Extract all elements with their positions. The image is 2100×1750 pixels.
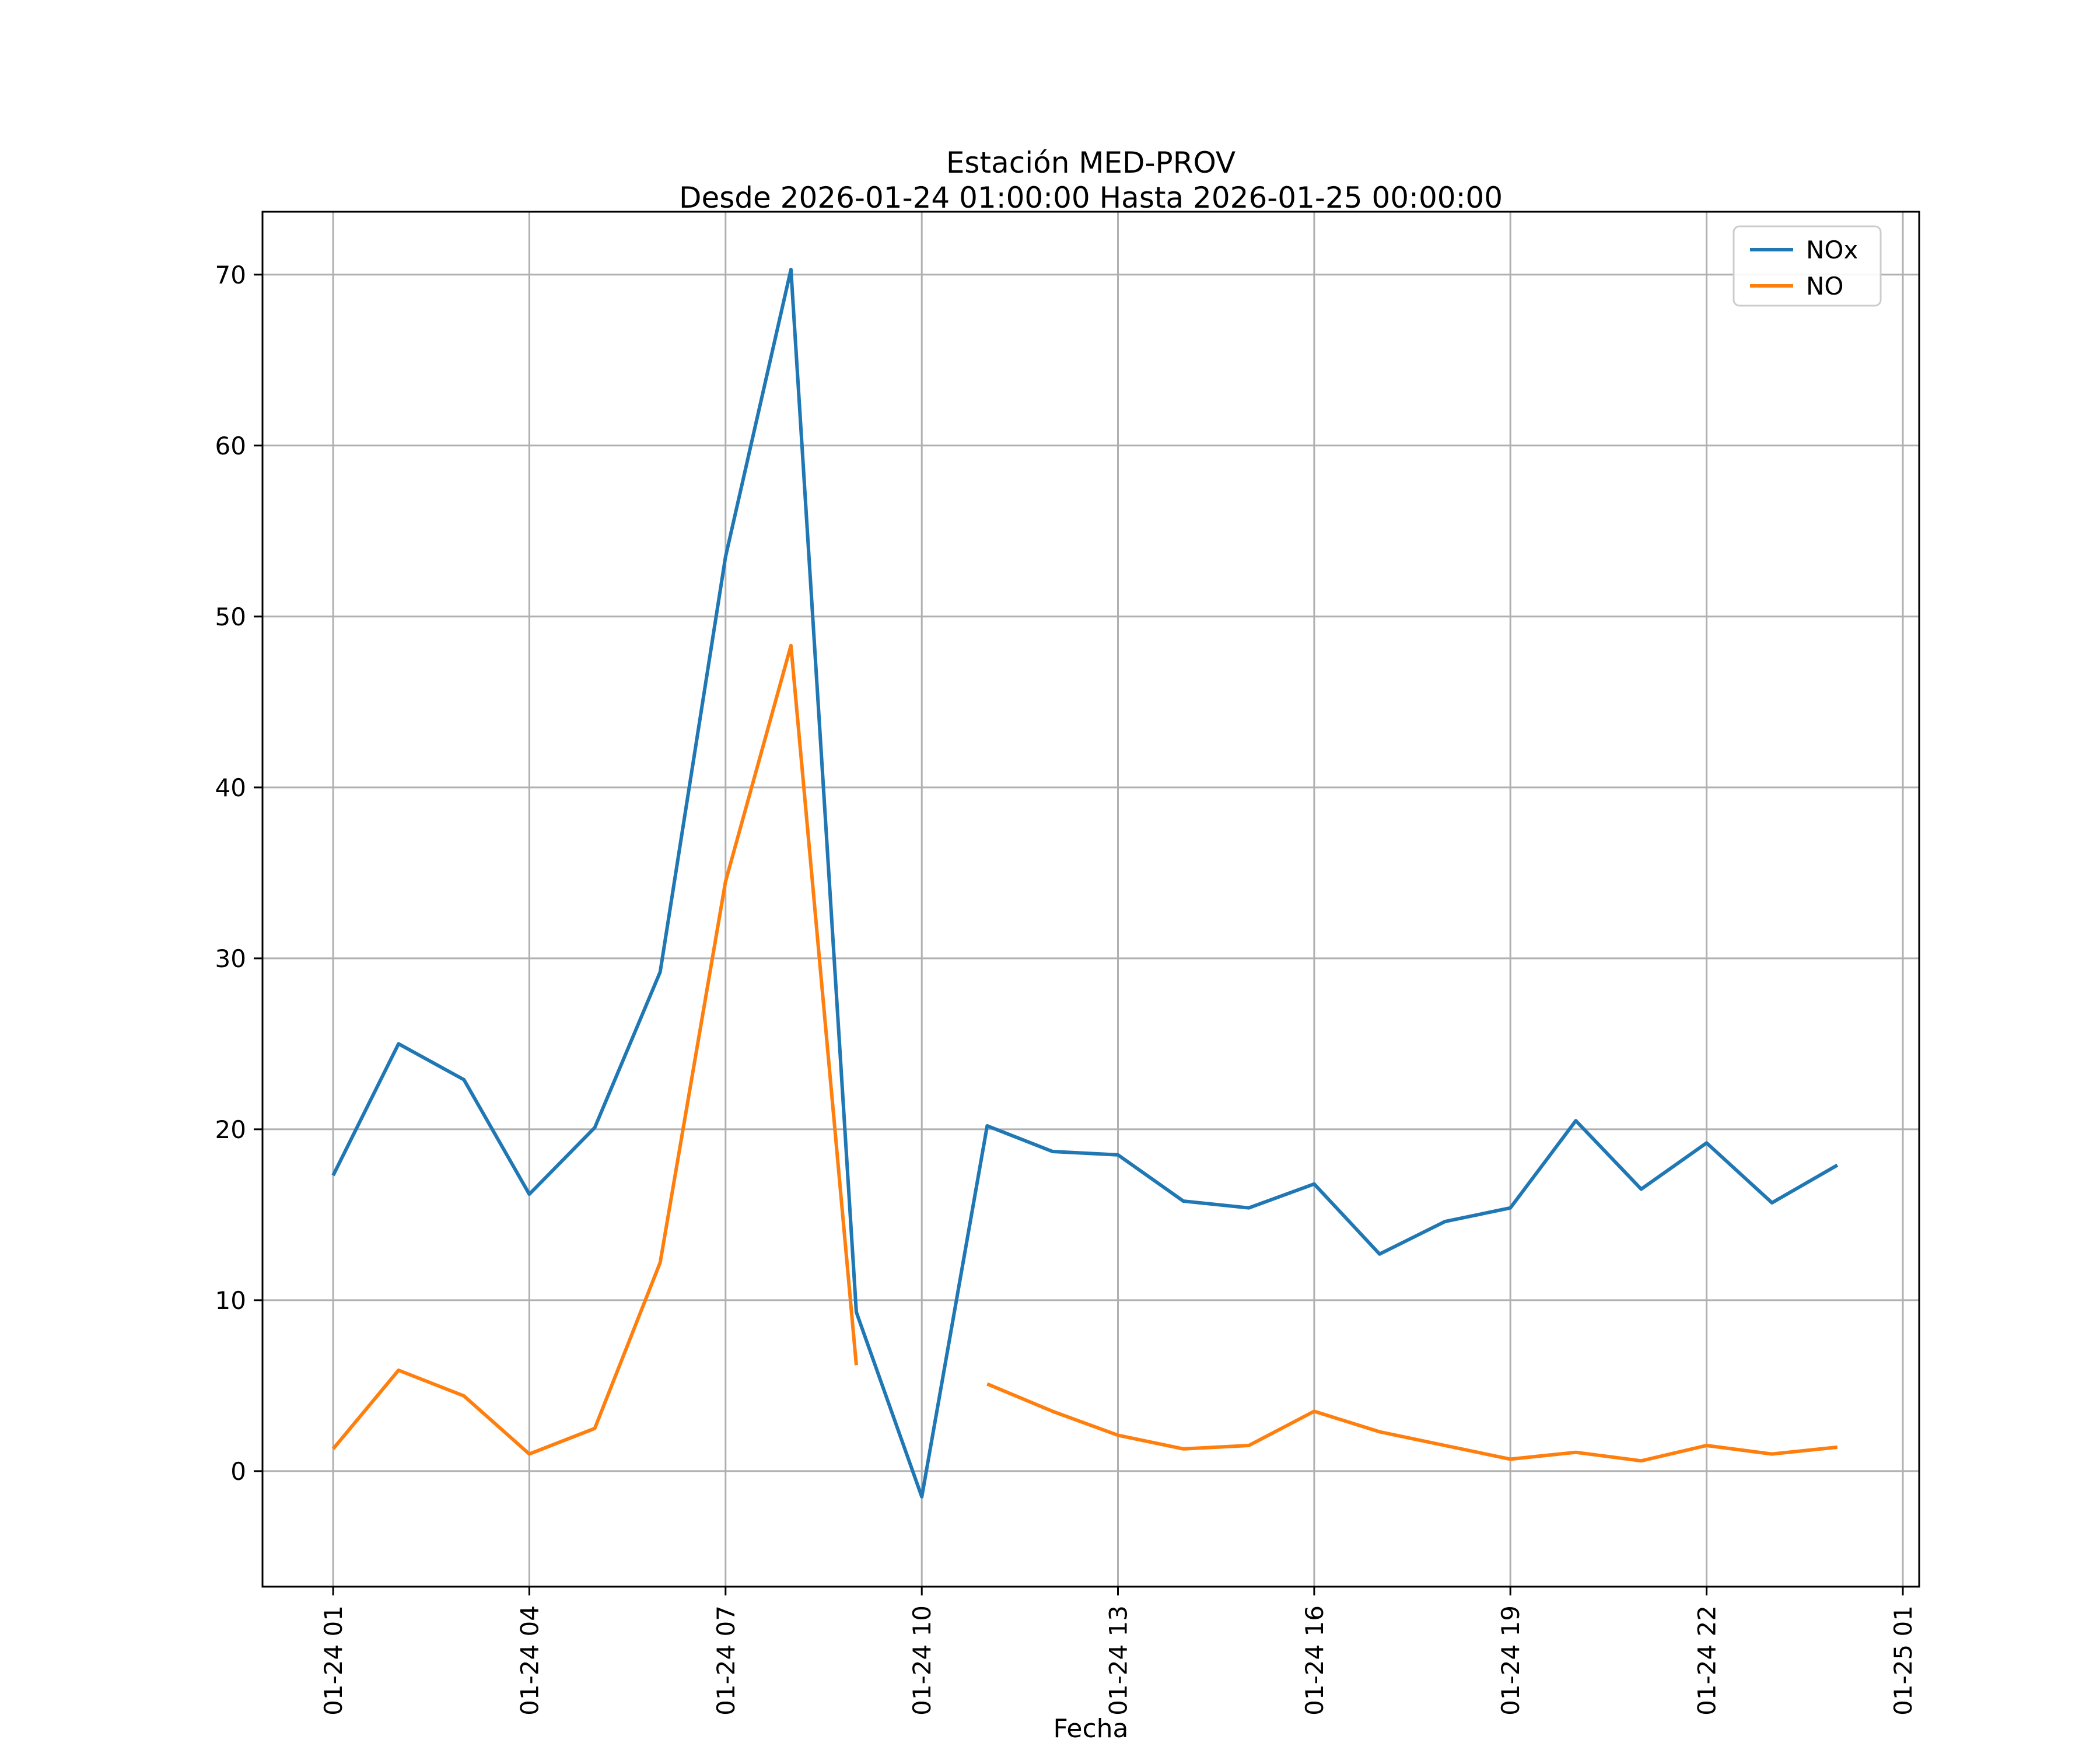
x-tick-label: 01-24 19 (1496, 1605, 1525, 1716)
x-tick-label: 01-24 16 (1300, 1605, 1329, 1716)
axis-ticks: 0 10 20 30 40 50 60 70 01-24 01 01-24 04 01-24 07 0… (215, 261, 1917, 1716)
series-line-no (331, 643, 1838, 1463)
legend: NOx NO (1732, 225, 1882, 307)
x-tick-label: 01-24 04 (515, 1605, 544, 1716)
y-tick-label: 70 (215, 261, 246, 289)
data-series (331, 268, 1839, 1499)
x-tick-label: 01-24 22 (1693, 1605, 1721, 1716)
series-line-nox (331, 268, 1839, 1499)
y-tick-label: 0 (230, 1457, 246, 1486)
x-tick-label: 01-24 13 (1104, 1605, 1133, 1716)
y-tick-label: 20 (215, 1115, 246, 1144)
y-tick-label: 10 (215, 1286, 246, 1315)
plot-border (261, 211, 1920, 1588)
y-tick-label: 50 (215, 603, 246, 631)
x-tick-label: 01-24 10 (908, 1605, 936, 1716)
x-axis-label: Fecha (1053, 1714, 1128, 1744)
y-tick-label: 40 (215, 774, 246, 802)
grid-lines (262, 212, 1919, 1587)
x-tick-label: 01-24 01 (319, 1605, 348, 1716)
legend-label-no: NO (1806, 272, 1843, 300)
y-tick-label: 60 (215, 432, 246, 460)
y-tick-label: 30 (215, 944, 246, 973)
x-tick-label: 01-24 07 (712, 1605, 740, 1716)
chart-title: Estación MED-PROV (946, 146, 1236, 180)
legend-label-nox: NOx (1806, 236, 1858, 264)
x-tick-label: 01-25 01 (1889, 1605, 1917, 1716)
chart-subtitle: Desde 2026-01-24 01:00:00 Hasta 2026-01-… (679, 181, 1503, 215)
